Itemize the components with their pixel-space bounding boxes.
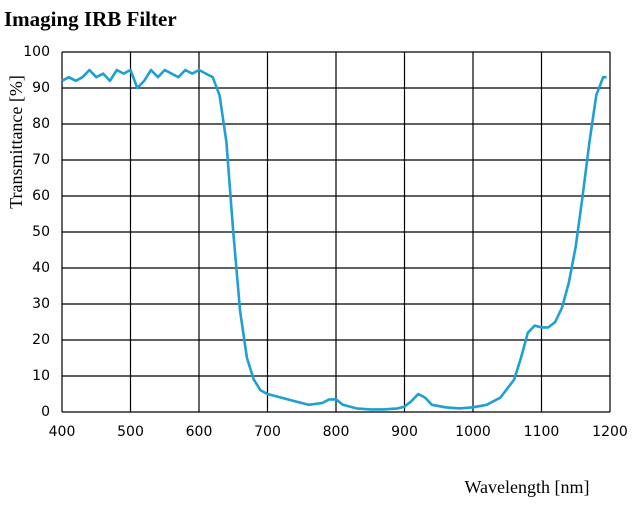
y-tick-label: 100 [23, 44, 50, 60]
y-tick-label: 40 [32, 260, 50, 276]
y-tick-label: 10 [32, 368, 50, 384]
x-tick-label: 800 [323, 424, 350, 440]
x-axis-label: Wavelength [nm] [464, 477, 589, 497]
y-tick-label: 80 [32, 116, 50, 132]
x-tick-label: 1100 [524, 424, 560, 440]
y-tick-label: 90 [32, 80, 50, 96]
x-tick-label: 900 [391, 424, 418, 440]
x-tick-label: 400 [49, 424, 76, 440]
chart-title: Imaging IRB Filter [4, 7, 177, 31]
data-line [61, 68, 607, 411]
x-tick-label: 1000 [455, 424, 491, 440]
y-tick-label: 60 [32, 188, 50, 204]
x-tick-label: 700 [254, 424, 281, 440]
y-tick-label: 0 [41, 404, 50, 420]
y-axis-label: Transmittance [%] [6, 75, 26, 209]
y-tick-label: 50 [32, 224, 50, 240]
x-tick-label: 1200 [592, 424, 628, 440]
y-tick-label: 30 [32, 296, 50, 312]
y-tick-label: 20 [32, 332, 50, 348]
x-tick-label: 500 [117, 424, 144, 440]
x-tick-label: 600 [186, 424, 213, 440]
y-tick-label: 70 [32, 152, 50, 168]
